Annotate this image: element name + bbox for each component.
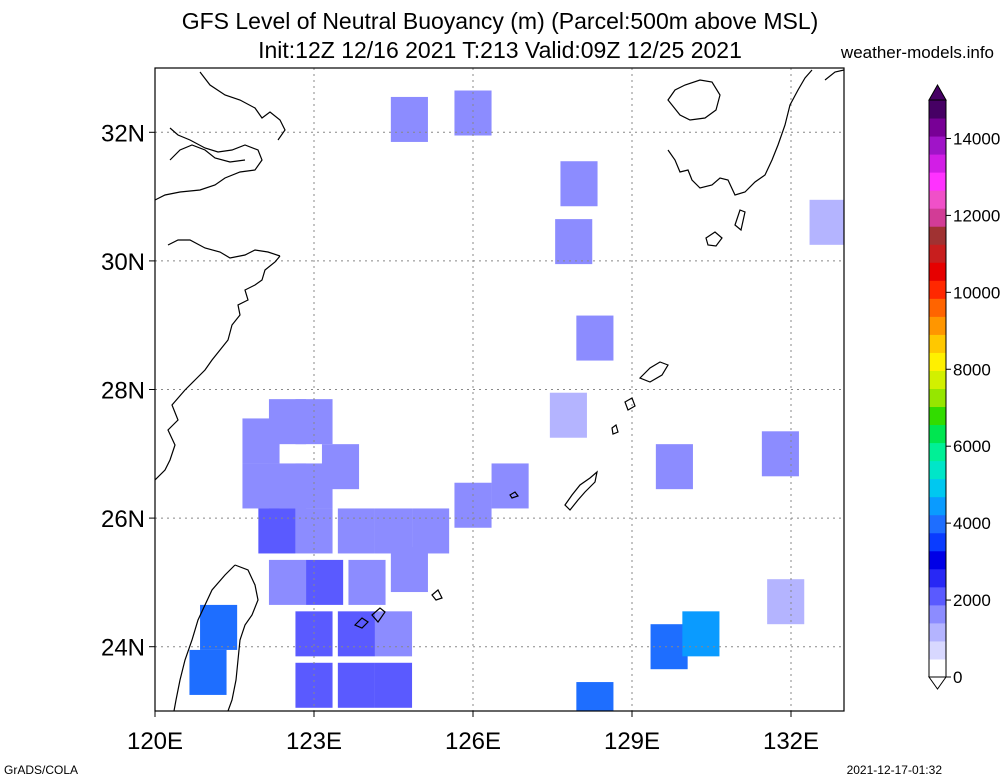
field-cell bbox=[767, 579, 805, 625]
colorbar-segment bbox=[929, 586, 946, 606]
colorbar-segment bbox=[929, 550, 946, 570]
x-tick-label: 120E bbox=[127, 728, 183, 755]
colorbar-segment bbox=[929, 424, 946, 444]
colorbar-segment bbox=[929, 154, 946, 173]
colorbar-segment bbox=[929, 226, 946, 245]
colorbar-segment bbox=[929, 640, 946, 660]
field-cell bbox=[650, 624, 688, 670]
field-cell bbox=[560, 161, 598, 207]
field-cell bbox=[761, 431, 799, 477]
field-cell bbox=[189, 649, 227, 695]
colorbar-segment bbox=[929, 334, 946, 353]
field-cell bbox=[337, 611, 375, 657]
colorbar-segment bbox=[929, 658, 946, 678]
colorbar-segment bbox=[929, 388, 946, 408]
colorbar-segment bbox=[929, 568, 946, 588]
colorbar-segment bbox=[929, 262, 946, 281]
x-tick-label: 129E bbox=[604, 728, 660, 755]
x-tick-label: 132E bbox=[763, 728, 819, 755]
field-cell bbox=[374, 662, 413, 708]
colorbar-segment bbox=[929, 622, 946, 642]
colorbar-segment bbox=[929, 190, 946, 209]
colorbar-segment bbox=[929, 100, 946, 119]
colorbar-segment bbox=[929, 532, 946, 552]
software-credit: GrADS/COLA bbox=[4, 763, 79, 777]
colorbar-segment bbox=[929, 352, 946, 371]
x-tick-label: 123E bbox=[286, 728, 342, 755]
field-cell bbox=[337, 662, 375, 708]
field-cell bbox=[306, 559, 344, 605]
colorbar-segment bbox=[929, 406, 946, 426]
field-cell bbox=[682, 611, 720, 657]
chart-title: GFS Level of Neutral Buoyancy (m) (Parce… bbox=[181, 8, 819, 34]
colorbar-segment bbox=[929, 370, 946, 389]
field-cell bbox=[348, 559, 386, 605]
field-cell bbox=[576, 682, 614, 711]
colorbar-segment bbox=[929, 478, 946, 498]
axes: 120E 123E 126E 129E 132E 24N 26N 28N 30N 32N bbox=[101, 120, 819, 755]
site-label: weather-models.info bbox=[840, 43, 994, 62]
colorbar-tick-label: 12000 bbox=[953, 206, 1000, 225]
colorbar-segment bbox=[929, 244, 946, 263]
colorbar-segment bbox=[929, 208, 946, 227]
colorbar-tick-label: 2000 bbox=[953, 591, 991, 610]
coastlines bbox=[155, 69, 844, 711]
colorbar-segment bbox=[929, 316, 946, 335]
buoyancy-field bbox=[189, 90, 844, 711]
colorbar-tick-label: 14000 bbox=[953, 129, 1000, 148]
render-timestamp: 2021-12-17-01:32 bbox=[846, 763, 942, 777]
field-cell bbox=[655, 444, 693, 490]
colorbar-tick-label: 10000 bbox=[953, 283, 1000, 302]
field-cell bbox=[295, 399, 333, 445]
chart-subtitle: Init:12Z 12/16 2021 T:213 Valid:09Z 12/2… bbox=[258, 37, 742, 63]
colorbar-tick-label: 6000 bbox=[953, 437, 991, 456]
field-cell bbox=[576, 315, 614, 361]
colorbar: 0 2000 4000 6000 8000 10000 12000 14000 bbox=[928, 83, 1000, 690]
field-cell bbox=[454, 482, 492, 528]
field-cell bbox=[390, 547, 428, 593]
colorbar-segment bbox=[929, 280, 946, 299]
field-cell bbox=[200, 604, 238, 650]
y-tick-label: 28N bbox=[101, 378, 145, 405]
colorbar-segment bbox=[929, 172, 946, 191]
field-cell bbox=[491, 463, 529, 509]
field-cell bbox=[268, 559, 307, 605]
field-cell bbox=[374, 611, 413, 657]
colorbar-min-arrow bbox=[928, 676, 947, 690]
field-cell bbox=[374, 508, 413, 554]
y-tick-label: 24N bbox=[101, 635, 145, 662]
field-cell bbox=[412, 508, 450, 554]
field-cell bbox=[555, 219, 593, 265]
colorbar-tick-label: 4000 bbox=[953, 514, 991, 533]
colorbar-segment bbox=[929, 496, 946, 516]
y-tick-label: 26N bbox=[101, 506, 145, 533]
x-tick-label: 126E bbox=[445, 728, 501, 755]
y-tick-label: 32N bbox=[101, 120, 145, 147]
field-cell bbox=[337, 508, 375, 554]
field-cell bbox=[390, 96, 428, 142]
colorbar-segment bbox=[929, 136, 946, 155]
colorbar-segment bbox=[929, 460, 946, 480]
field-cell bbox=[295, 662, 333, 708]
colorbar-segment bbox=[929, 118, 946, 137]
field-cell bbox=[321, 444, 360, 490]
colorbar-max-arrow bbox=[928, 83, 947, 101]
y-tick-label: 30N bbox=[101, 249, 145, 276]
colorbar-segment bbox=[929, 514, 946, 534]
colorbar-segment bbox=[929, 442, 946, 462]
colorbar-tick-label: 0 bbox=[953, 668, 962, 687]
colorbar-segment bbox=[929, 604, 946, 624]
colorbar-frame bbox=[928, 99, 947, 678]
field-cell bbox=[549, 392, 587, 438]
colorbar-segment bbox=[929, 298, 946, 317]
field-cell bbox=[809, 199, 844, 245]
colorbar-tick-label: 8000 bbox=[953, 360, 991, 379]
graticule bbox=[155, 68, 844, 711]
field-cell bbox=[258, 508, 296, 554]
